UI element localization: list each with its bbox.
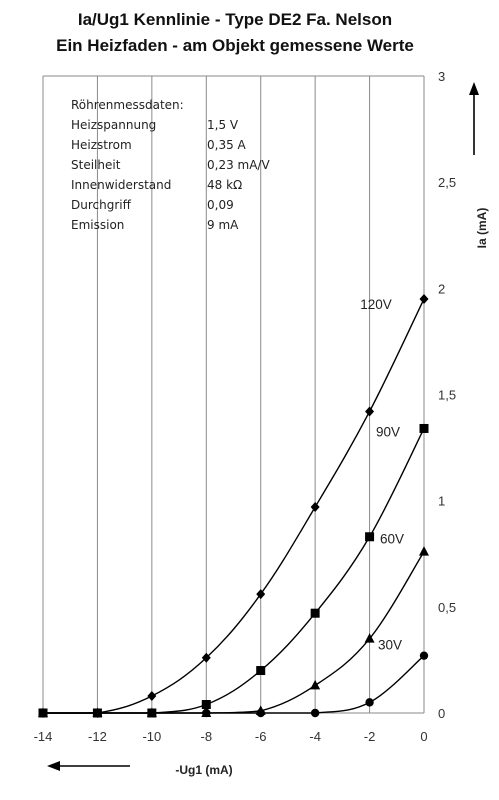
series-label: 120V: [360, 297, 392, 312]
data-point-diamond: [419, 293, 429, 304]
data-point-diamond: [365, 406, 375, 417]
data-point-circle: [147, 708, 157, 718]
x-tick-label: -6: [255, 729, 267, 744]
data-point-triangle: [310, 679, 321, 690]
series-label: 60V: [380, 532, 404, 547]
tube-data-value: 0,23 mA/V: [207, 158, 270, 172]
data-point-square: [256, 666, 266, 676]
data-point-square: [419, 423, 429, 433]
chart-title: Ia/Ug1 Kennlinie - Type DE2 Fa. Nelson: [77, 10, 393, 29]
x-tick-labels: -14 -12 -10 -8 -6 -4 -2 0: [34, 729, 428, 744]
series-label: 90V: [376, 424, 400, 439]
data-point-circle: [202, 708, 211, 718]
y-tick-label: 3: [438, 69, 445, 84]
tube-data-key: Steilheit: [71, 158, 121, 172]
tube-data-key: Emission: [71, 218, 125, 232]
tube-data-value: 1,5 V: [207, 118, 239, 132]
x-direction-arrow-icon: [47, 761, 130, 771]
tube-data-key: Heizspannung: [71, 118, 157, 132]
x-tick-label: -14: [34, 729, 53, 744]
data-point-circle: [310, 708, 320, 718]
x-tick-label: -8: [201, 729, 213, 744]
data-point-triangle: [364, 633, 375, 643]
series-line: [43, 551, 425, 714]
tube-data-key: Innenwiderstand: [71, 178, 172, 192]
y-tick-label: 2: [438, 281, 445, 296]
data-point-square: [201, 700, 211, 710]
tube-data-heading: Röhrenmessdaten:: [71, 98, 184, 112]
tube-data-row: Heizstrom 0,35 A: [71, 138, 301, 158]
series-line: [43, 428, 425, 714]
data-point-square: [310, 608, 320, 618]
x-tick-label: 0: [420, 729, 427, 744]
data-point-circle: [365, 698, 374, 707]
data-point-diamond: [147, 691, 157, 702]
tube-data-key: Heizstrom: [71, 138, 132, 152]
data-point-circle: [256, 708, 265, 718]
data-point-circle: [38, 708, 48, 718]
tube-data-value: 0,09: [207, 198, 234, 212]
tube-data-row: Heizspannung 1,5 V: [71, 118, 301, 138]
tube-data-row: Durchgriff 0,09: [71, 198, 301, 218]
y-axis-label: Ia (mA): [475, 208, 489, 249]
data-point-diamond: [201, 652, 211, 663]
tube-data-value: 48 kΩ: [207, 178, 243, 192]
y-tick-label: 2,5: [438, 175, 456, 190]
tube-data-value: 0,35 A: [207, 138, 246, 152]
y-tick-label: 1: [438, 494, 445, 509]
data-point-square: [365, 532, 375, 542]
y-tick-labels: 0 0,5 1 1,5 2 2,5 3: [438, 69, 456, 721]
series-group: [38, 293, 429, 718]
tube-data-row: Innenwiderstand 48 kΩ: [71, 178, 301, 198]
data-point-diamond: [310, 502, 320, 513]
tube-data-key: Durchgriff: [71, 198, 131, 212]
tube-data-box: Röhrenmessdaten: Heizspannung 1,5 V Heizs…: [71, 98, 301, 238]
y-tick-label: 0: [438, 706, 445, 721]
tube-data-row: Emission 9 mA: [71, 218, 301, 238]
tube-data-row: Steilheit 0,23 mA/V: [71, 158, 301, 178]
y-direction-arrow-icon: [469, 82, 479, 155]
grid-lines: [42, 76, 425, 713]
data-point-triangle: [419, 546, 429, 556]
data-point-circle: [419, 651, 429, 660]
x-tick-label: -12: [88, 729, 107, 744]
data-point-diamond: [256, 589, 266, 600]
data-point-circle: [93, 708, 102, 718]
x-tick-label: -10: [142, 729, 161, 744]
y-tick-label: 1,5: [438, 388, 456, 403]
chart-subtitle: Ein Heizfaden - am Objekt gemessene Wert…: [56, 36, 414, 55]
series-line: [43, 298, 425, 714]
x-tick-label: -4: [309, 729, 321, 744]
y-tick-label: 0,5: [438, 600, 456, 615]
series-labels: 120V 90V 60V 30V: [360, 297, 404, 653]
tube-data-value: 9 mA: [207, 218, 239, 232]
x-axis-label: -Ug1 (mA): [175, 763, 232, 777]
x-tick-label: -2: [364, 729, 376, 744]
series-label: 30V: [378, 638, 402, 653]
series-30v: [38, 651, 429, 718]
